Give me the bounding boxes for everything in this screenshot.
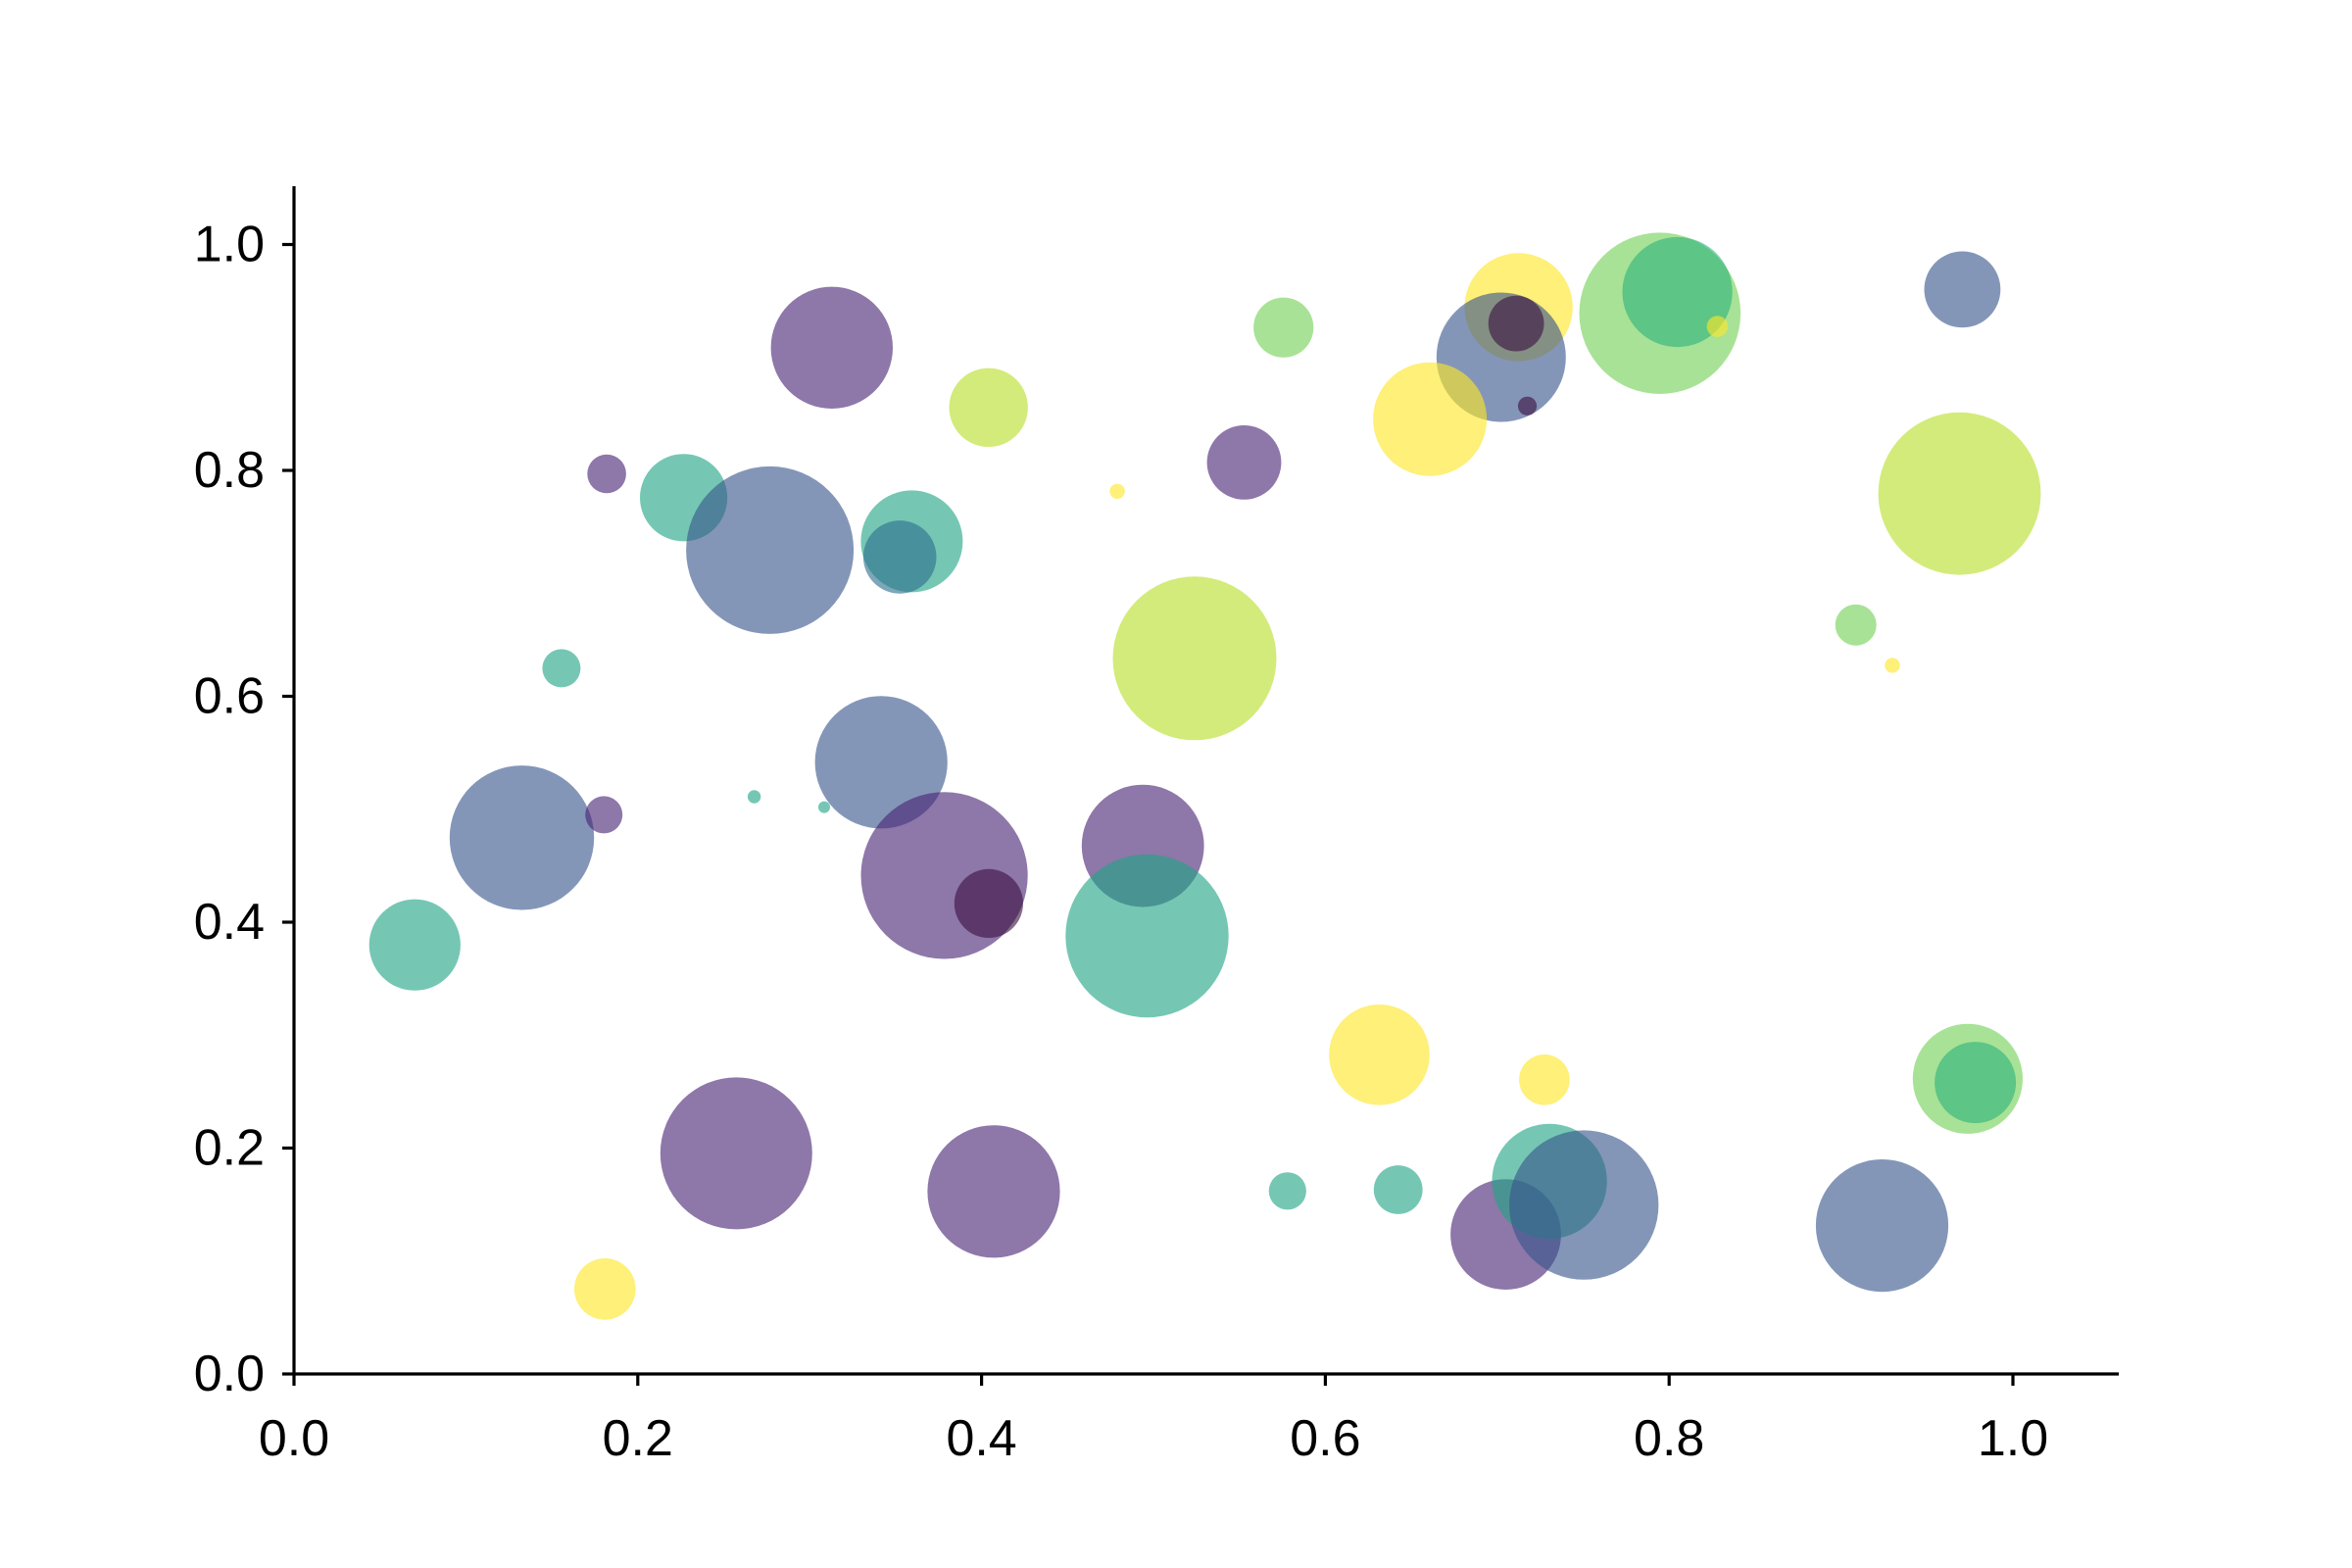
svg-text:0.8: 0.8 [1634, 1410, 1704, 1467]
svg-text:0.4: 0.4 [946, 1410, 1016, 1467]
svg-text:0.2: 0.2 [194, 1120, 265, 1177]
svg-text:0.0: 0.0 [259, 1410, 329, 1467]
svg-text:1.0: 1.0 [194, 217, 265, 273]
svg-text:0.8: 0.8 [194, 442, 265, 499]
svg-text:0.2: 0.2 [603, 1410, 673, 1467]
svg-text:1.0: 1.0 [1978, 1410, 2048, 1467]
svg-text:0.4: 0.4 [194, 894, 265, 951]
svg-text:0.6: 0.6 [194, 668, 265, 725]
svg-text:0.6: 0.6 [1290, 1410, 1360, 1467]
svg-text:0.0: 0.0 [194, 1346, 265, 1402]
